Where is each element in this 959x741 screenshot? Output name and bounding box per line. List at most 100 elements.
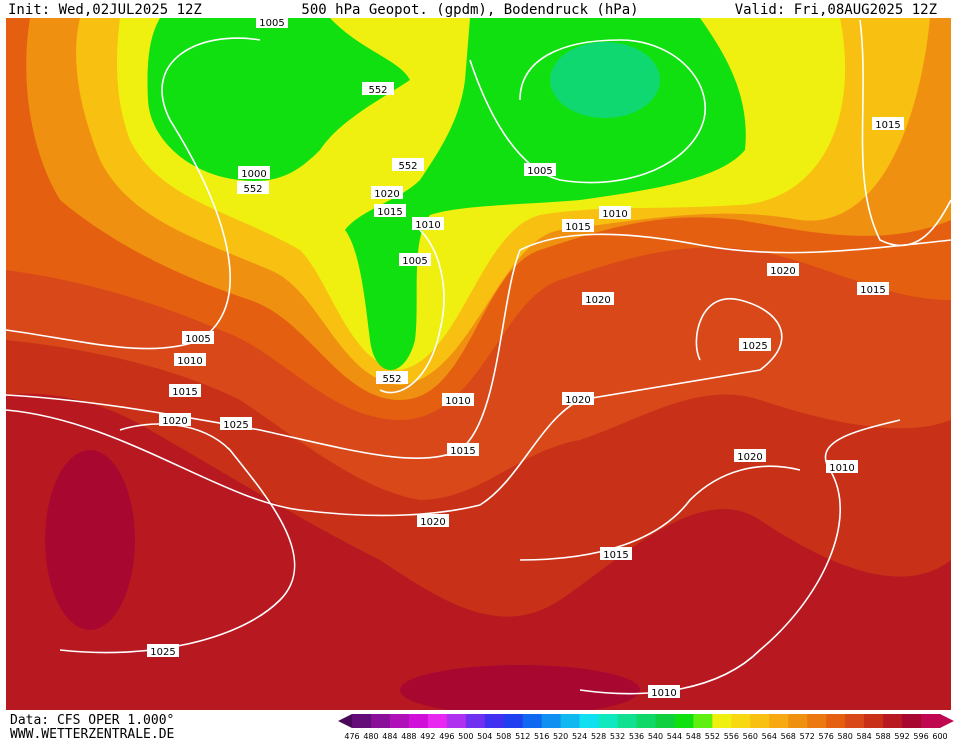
isobar-label-box [600,547,632,560]
isobar-label-box [371,186,403,199]
legend-swatch [484,714,505,728]
isobar-label: 552 [243,184,262,195]
legend-swatch [636,714,656,728]
isobar-label-box [734,449,766,462]
isobar-label-box [220,417,252,430]
isobar-label-box [826,460,858,473]
legend-swatch [446,714,467,728]
legend-tick-label: 512 [515,732,530,741]
legend-swatch [579,714,600,728]
legend-swatch [731,714,751,728]
legend-tick-label: 500 [458,732,473,741]
legend-tick-label: 576 [819,732,834,741]
isobar-label-box [238,166,270,179]
legend-swatch [826,714,846,728]
isobar-label: 1015 [377,207,402,218]
isobar-label: 1015 [603,550,628,561]
legend-tick-label: 588 [875,732,890,741]
isobar-label-box [374,204,406,217]
isobar-lines [5,19,952,695]
high-center [45,450,135,630]
isobar [5,37,261,350]
init-time: Init: Wed,02JUL2025 12Z [8,2,202,18]
isobar-label: 1005 [527,166,552,177]
isobar-label: 1010 [415,220,440,231]
isobar-label-box [362,82,394,95]
legend-tick-label: 536 [629,732,644,741]
header-bar [0,0,959,18]
isobar-label: 1020 [162,416,187,427]
legend-swatch [807,714,827,728]
isobar-label: 1005 [185,334,210,345]
isobar-label-box [417,514,449,527]
isobar-label: 1025 [223,420,248,431]
color-legend: 476 480 484 488 492 496 500 504 508 512 516 520 524 5… [338,714,954,741]
isobar-label: 552 [382,374,401,385]
legend-swatch [845,714,865,728]
isobar-label-box [174,353,206,366]
legend-swatch [389,714,410,728]
legend-swatch [674,714,694,728]
legend-swatch [788,714,808,728]
isobar-label-box [159,413,191,426]
legend-swatch [598,714,619,728]
legend-tick-label: 532 [610,732,625,741]
legend-swatch [465,714,486,728]
isobar-label: 1020 [420,517,445,528]
isobar-label: 1025 [150,647,175,658]
legend-swatch [522,714,543,728]
isobar-label: 552 [368,85,387,96]
isobar-label: 1015 [860,285,885,296]
legend-swatch [617,714,638,728]
isobar-label-box [872,117,904,130]
legend-tick-label: 492 [420,732,435,741]
low-center [550,42,660,118]
isobar-label-box [237,181,269,194]
legend-tick-label: 476 [344,732,359,741]
legend-tick-label: 600 [932,732,947,741]
isobar-label: 1010 [602,209,627,220]
legend-tick-label: 504 [477,732,492,741]
isobar-label: 1005 [402,256,427,267]
website: WWW.WETTERZENTRALE.DE [10,727,174,741]
legend-swatch [408,714,429,728]
isobar-label: 1020 [374,189,399,200]
legend-swatch [864,714,884,728]
isobar [379,229,445,394]
legend-tick-label: 540 [648,732,663,741]
isobar-label-box [412,217,444,230]
isobar-label: 1015 [450,446,475,457]
legend-tick-label: 488 [401,732,416,741]
legend-arrow-low [338,714,352,728]
isobar-label-box [169,384,201,397]
isobar-label: 1020 [565,395,590,406]
legend-swatch [750,714,770,728]
legend-swatch [921,714,941,728]
isobar-label: 1010 [177,356,202,367]
legend-swatch [427,714,448,728]
valid-time: Valid: Fri,08AUG2025 12Z [735,2,937,18]
legend-swatch [693,714,713,728]
isobar-label-box [582,292,614,305]
legend-swatch [503,714,524,728]
legend-tick-label: 524 [572,732,587,741]
legend-swatch [883,714,903,728]
isobar-label: 1020 [737,452,762,463]
legend-swatch [352,714,372,728]
isobar-label: 1025 [742,341,767,352]
legend-swatch [902,714,922,728]
legend-tick-label: 484 [382,732,397,741]
isobar-label-box [399,253,431,266]
legend-tick-label: 480 [363,732,378,741]
legend-tick-label: 528 [591,732,606,741]
isobar-label-box [147,644,179,657]
low-core [147,18,410,181]
map-title: 500 hPa Geopot. (gpdm), Bodendruck (hPa) [301,2,638,18]
legend-tick-label: 596 [913,732,928,741]
legend-swatch [560,714,581,728]
isobar-label: 1020 [770,266,795,277]
isobar-label-box [524,163,556,176]
isobar [859,19,952,247]
isobar-label: 1015 [565,222,590,233]
isobar-label: 1015 [172,387,197,398]
